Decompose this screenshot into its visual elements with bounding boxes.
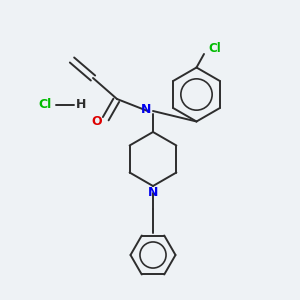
Text: Cl: Cl [208, 42, 221, 55]
Text: N: N [141, 103, 152, 116]
Text: N: N [148, 186, 158, 199]
Text: H: H [76, 98, 86, 112]
Text: Cl: Cl [38, 98, 52, 112]
Text: O: O [91, 115, 102, 128]
